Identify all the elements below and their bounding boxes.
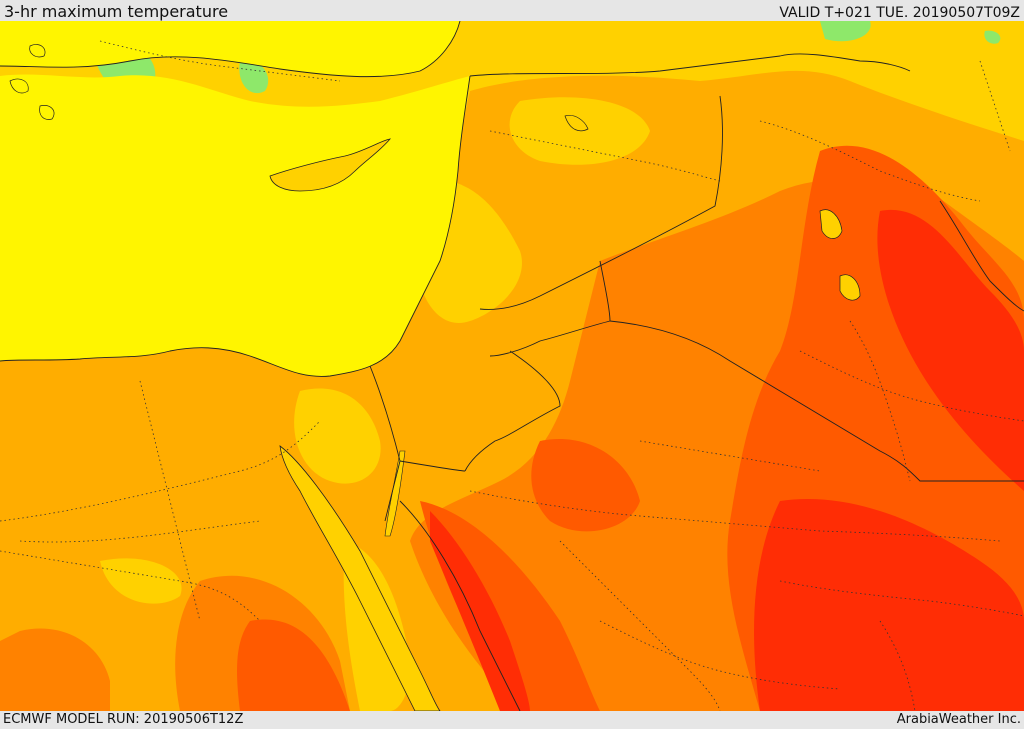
warm-patch-egypt — [100, 558, 182, 604]
cyprus — [269, 138, 392, 192]
map-title: 3-hr maximum temperature — [4, 2, 229, 21]
map-header: 3-hr maximum temperature VALID T+021 TUE… — [0, 0, 1024, 21]
country-borders — [369, 53, 1024, 522]
hottest-zone-south — [754, 499, 1024, 711]
temperature-map — [0, 21, 1024, 711]
map-footer: ECMWF MODEL RUN: 20190506T12Z ArabiaWeat… — [0, 711, 1024, 729]
anatolia-yellow-band — [0, 21, 460, 77]
cool-patch-iran — [984, 30, 1001, 44]
valid-time-label: VALID T+021 TUE. 20190507T09Z — [779, 5, 1020, 21]
coastline-redsea-east — [399, 500, 521, 711]
cool-patch-anatolia-2 — [239, 60, 269, 94]
lake-assad — [564, 115, 589, 132]
coastline-gulf — [939, 200, 1024, 312]
province-borders — [0, 40, 1024, 711]
very-hot-zone-north-arabia — [531, 439, 640, 532]
cool-patch-east — [820, 21, 871, 42]
warm-patch-sinai — [294, 388, 381, 484]
brand-label: ArabiaWeather Inc. — [896, 712, 1021, 727]
hottest-zone-gulf — [877, 209, 1024, 491]
lake-tharthar — [819, 209, 843, 239]
hot-zone-egypt-west — [0, 628, 110, 711]
gulf-of-aqaba — [384, 450, 406, 537]
model-run-label: ECMWF MODEL RUN: 20190506T12Z — [3, 712, 244, 727]
red-sea — [279, 445, 441, 711]
very-hot-zone-sudan — [237, 619, 350, 711]
lake-razzaza — [839, 274, 861, 301]
coastline-levant — [0, 75, 471, 377]
very-hot-zone-hejaz — [420, 501, 600, 711]
hottest-zone-redsea-coast — [430, 511, 530, 711]
mediterranean-sea — [0, 74, 470, 377]
aegean-islands — [9, 44, 55, 120]
coastline-anatolia — [0, 21, 461, 78]
